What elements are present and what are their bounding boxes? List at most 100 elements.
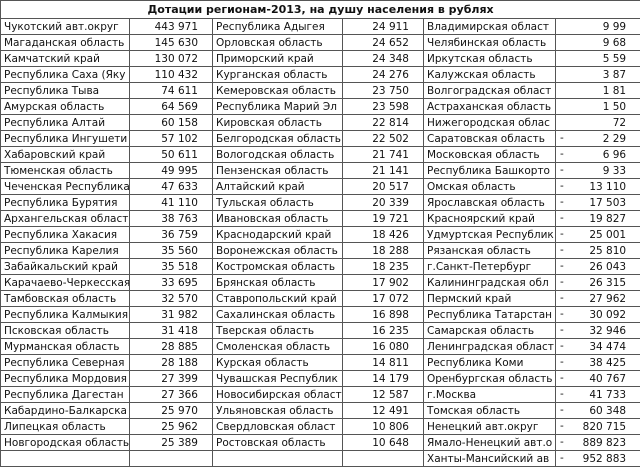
value-cell[interactable]: -27 962 (556, 291, 640, 307)
value-cell[interactable]: -41 733 (556, 387, 640, 403)
value-cell[interactable]: -26 315 (556, 275, 640, 291)
value-cell[interactable]: 24 911 (343, 19, 424, 35)
value-cell[interactable]: 17 902 (343, 275, 424, 291)
value-cell[interactable]: -13 110 (556, 179, 640, 195)
region-name-cell[interactable]: Ростовская область (213, 435, 343, 451)
value-cell[interactable]: 38 763 (130, 211, 213, 227)
value-cell[interactable]: 24 348 (343, 51, 424, 67)
value-cell[interactable]: 25 962 (130, 419, 213, 435)
value-cell[interactable]: 145 630 (130, 35, 213, 51)
value-cell[interactable]: 23 750 (343, 83, 424, 99)
region-name-cell[interactable]: Ставропольский край (213, 291, 343, 307)
value-cell[interactable]: 33 695 (130, 275, 213, 291)
value-cell[interactable]: -32 946 (556, 323, 640, 339)
value-cell[interactable]: 35 518 (130, 259, 213, 275)
value-cell[interactable] (343, 451, 424, 467)
value-cell[interactable]: 14 811 (343, 355, 424, 371)
region-name-cell[interactable]: Республика Хакасия (1, 227, 130, 243)
value-cell[interactable]: 24 276 (343, 67, 424, 83)
region-name-cell[interactable]: Костромская область (213, 259, 343, 275)
region-name-cell[interactable]: Республика Тыва (1, 83, 130, 99)
region-name-cell[interactable]: Ненецкий авт.округ (424, 419, 556, 435)
region-name-cell[interactable]: Республика Адыгея (213, 19, 343, 35)
region-name-cell[interactable]: Тюменская область (1, 163, 130, 179)
region-name-cell[interactable]: Вологодская область (213, 147, 343, 163)
region-name-cell[interactable]: Калининградская обл (424, 275, 556, 291)
region-name-cell[interactable]: Республика Карелия (1, 243, 130, 259)
region-name-cell[interactable]: Волгоградская област (424, 83, 556, 99)
value-cell[interactable]: 10 806 (343, 419, 424, 435)
value-cell[interactable]: -820 715 (556, 419, 640, 435)
region-name-cell[interactable]: Республика Бурятия (1, 195, 130, 211)
region-name-cell[interactable]: Ямало-Ненецкий авт.о (424, 435, 556, 451)
value-cell[interactable]: 19 721 (343, 211, 424, 227)
region-name-cell[interactable]: Новосибирская област (213, 387, 343, 403)
value-cell[interactable]: -2 29 (556, 131, 640, 147)
value-cell[interactable]: 110 432 (130, 67, 213, 83)
region-name-cell[interactable]: Мурманская область (1, 339, 130, 355)
value-cell[interactable]: 9 68 (556, 35, 640, 51)
region-name-cell[interactable]: Краснодарский край (213, 227, 343, 243)
value-cell[interactable]: -952 883 (556, 451, 640, 467)
value-cell[interactable]: 24 652 (343, 35, 424, 51)
value-cell[interactable]: 23 598 (343, 99, 424, 115)
region-name-cell[interactable]: Красноярский край (424, 211, 556, 227)
value-cell[interactable]: -26 043 (556, 259, 640, 275)
region-name-cell[interactable]: Ульяновская область (213, 403, 343, 419)
value-cell[interactable]: 10 648 (343, 435, 424, 451)
region-name-cell[interactable]: Ярославская область (424, 195, 556, 211)
value-cell[interactable]: 22 502 (343, 131, 424, 147)
value-cell[interactable]: 36 759 (130, 227, 213, 243)
value-cell[interactable]: -40 767 (556, 371, 640, 387)
value-cell[interactable]: 1 81 (556, 83, 640, 99)
region-name-cell[interactable]: Псковская область (1, 323, 130, 339)
region-name-cell[interactable]: Республика Северная (1, 355, 130, 371)
region-name-cell[interactable]: Липецкая область (1, 419, 130, 435)
region-name-cell[interactable]: Карачаево-Черкесская (1, 275, 130, 291)
region-name-cell[interactable]: Хабаровский край (1, 147, 130, 163)
value-cell[interactable]: 28 188 (130, 355, 213, 371)
region-name-cell[interactable]: Оренбургская область (424, 371, 556, 387)
region-name-cell[interactable] (1, 451, 130, 467)
region-name-cell[interactable]: Омская область (424, 179, 556, 195)
value-cell[interactable]: -34 474 (556, 339, 640, 355)
value-cell[interactable]: 16 235 (343, 323, 424, 339)
region-name-cell[interactable]: Орловская область (213, 35, 343, 51)
region-name-cell[interactable]: Магаданская область (1, 35, 130, 51)
region-name-cell[interactable]: Курганская область (213, 67, 343, 83)
region-name-cell[interactable]: Смоленская область (213, 339, 343, 355)
region-name-cell[interactable]: Владимирская област (424, 19, 556, 35)
region-name-cell[interactable]: Республика Алтай (1, 115, 130, 131)
value-cell[interactable]: -9 33 (556, 163, 640, 179)
region-name-cell[interactable]: Астраханская область (424, 99, 556, 115)
value-cell[interactable]: 31 982 (130, 307, 213, 323)
value-cell[interactable]: 14 179 (343, 371, 424, 387)
value-cell[interactable]: 50 611 (130, 147, 213, 163)
value-cell[interactable]: -6 96 (556, 147, 640, 163)
value-cell[interactable] (130, 451, 213, 467)
region-name-cell[interactable]: Сахалинская область (213, 307, 343, 323)
region-name-cell[interactable]: Тверская область (213, 323, 343, 339)
region-name-cell[interactable]: Республика Дагестан (1, 387, 130, 403)
value-cell[interactable]: 3 87 (556, 67, 640, 83)
value-cell[interactable]: 64 569 (130, 99, 213, 115)
value-cell[interactable]: 1 50 (556, 99, 640, 115)
value-cell[interactable]: 443 971 (130, 19, 213, 35)
region-name-cell[interactable]: Воронежская область (213, 243, 343, 259)
value-cell[interactable]: 9 99 (556, 19, 640, 35)
value-cell[interactable]: 35 560 (130, 243, 213, 259)
value-cell[interactable]: 32 570 (130, 291, 213, 307)
value-cell[interactable]: -25 001 (556, 227, 640, 243)
value-cell[interactable]: 47 633 (130, 179, 213, 195)
value-cell[interactable]: 18 235 (343, 259, 424, 275)
region-name-cell[interactable]: Республика Марий Эл (213, 99, 343, 115)
region-name-cell[interactable]: Саратовская область (424, 131, 556, 147)
value-cell[interactable]: 18 288 (343, 243, 424, 259)
value-cell[interactable]: 25 970 (130, 403, 213, 419)
region-name-cell[interactable]: Забайкальский край (1, 259, 130, 275)
value-cell[interactable]: -30 092 (556, 307, 640, 323)
region-name-cell[interactable]: Ленинградская област (424, 339, 556, 355)
value-cell[interactable]: 5 59 (556, 51, 640, 67)
region-name-cell[interactable]: Тамбовская область (1, 291, 130, 307)
value-cell[interactable]: 17 072 (343, 291, 424, 307)
